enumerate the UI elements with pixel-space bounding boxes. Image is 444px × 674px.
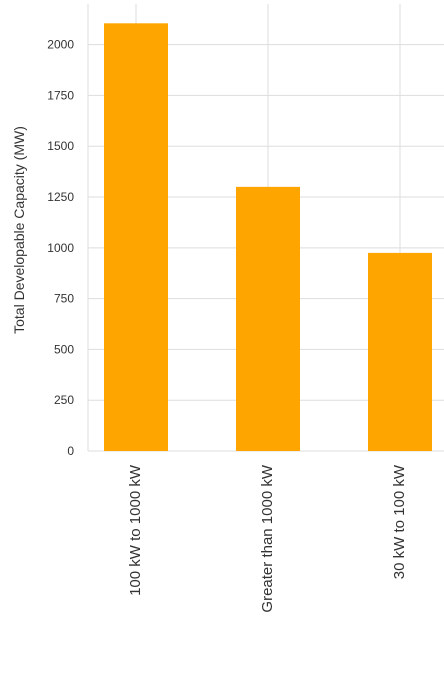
y-tick-label: 0 [67, 444, 74, 458]
x-tick-labels: 100 kW to 1000 kW Greater than 1000 kW 30 … [127, 464, 408, 612]
y-tick-label: 500 [54, 342, 74, 356]
bars-layer [104, 23, 432, 451]
y-tick-label: 1250 [47, 190, 74, 204]
bar [368, 252, 432, 451]
y-tick-label: 250 [54, 393, 74, 407]
y-axis-title: Total Developable Capacity (MW) [11, 126, 27, 334]
y-tick-labels: 0 250 500 750 1000 1250 1500 1750 2000 [47, 38, 74, 458]
y-tick-label: 1500 [47, 139, 74, 153]
bar [236, 186, 300, 451]
y-tick-label: 750 [54, 292, 74, 306]
x-tick-label: 100 kW to 1000 kW [127, 464, 144, 596]
bar [104, 23, 168, 451]
x-tick-label: Greater than 1000 kW [259, 464, 276, 612]
y-tick-label: 1750 [47, 88, 74, 102]
y-tick-label: 1000 [47, 241, 74, 255]
x-tick-label: 30 kW to 100 kW [391, 464, 408, 579]
y-tick-label: 2000 [47, 38, 74, 52]
